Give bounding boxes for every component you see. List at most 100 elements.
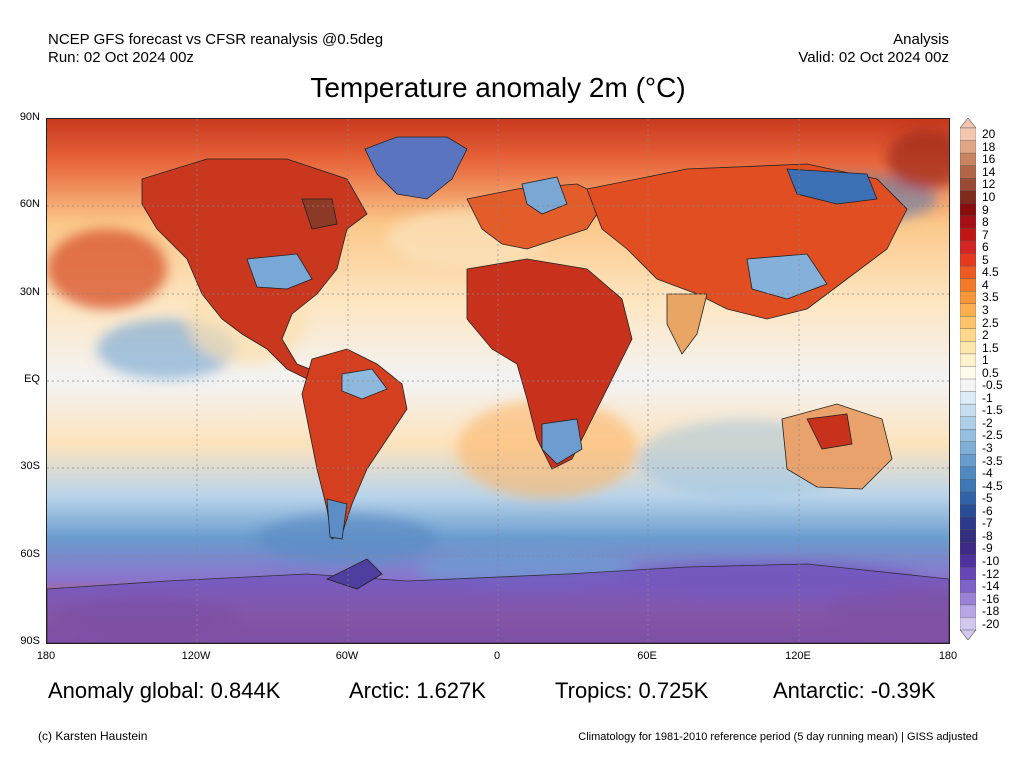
colorbar-swatch — [960, 290, 976, 305]
colorbar-tick-label: -9 — [982, 541, 993, 556]
colorbar-tick-label: 2 — [982, 328, 989, 343]
stat-arctic: Arctic: 1.627K — [349, 678, 486, 703]
colorbar-swatch — [960, 567, 976, 581]
colorbar-tick-label: 14 — [982, 164, 996, 179]
colorbar-swatch — [960, 278, 976, 292]
colorbar-swatch — [960, 366, 976, 380]
colorbar-swatch — [960, 240, 976, 255]
colorbar-tick-label: -2 — [982, 415, 993, 430]
patagonia — [326, 498, 348, 540]
colorbar-swatch — [960, 554, 976, 568]
hudson-region — [301, 198, 338, 230]
colorbar-swatch — [960, 265, 976, 280]
colorbar-swatch — [960, 541, 976, 556]
analysis-label: Analysis — [893, 31, 949, 48]
stat-antarctic: Antarctic: -0.39K — [773, 678, 936, 703]
colorbar-tick-label: -20 — [982, 616, 1000, 631]
colorbar-tick-label: -16 — [982, 591, 1000, 606]
australia-warm — [806, 413, 853, 450]
map-title: Temperature anomaly 2m (°C) — [310, 72, 686, 103]
colorbar-tick-label: 1 — [982, 353, 989, 368]
lat-label-eq: EQ — [24, 373, 40, 385]
colorbar-swatch — [960, 466, 976, 481]
climatology-note: Climatology for 1981-2010 reference peri… — [578, 731, 978, 743]
colorbar-swatch — [960, 203, 976, 217]
colorbar-tick-label: -7 — [982, 516, 993, 531]
colorbar-tick-label: -6 — [982, 503, 993, 518]
colorbar-tick-label: 0.5 — [982, 365, 999, 380]
land-masses — [47, 136, 949, 643]
lat-label-90n: 90N — [19, 111, 40, 123]
colorbar-tick-label: 10 — [982, 190, 996, 205]
lat-label-30s: 30S — [20, 460, 40, 472]
asia — [586, 163, 908, 320]
colorbar-tick-label: -1 — [982, 390, 993, 405]
colorbar-swatch — [960, 165, 976, 179]
colorbar-tick-label: -1.5 — [982, 403, 1003, 418]
colorbar-bottom-arrow — [960, 629, 976, 640]
colorbar-tick-label: -4 — [982, 466, 993, 481]
colorbar-swatch — [960, 140, 976, 154]
colorbar-tick-label: 2.5 — [982, 315, 999, 330]
colorbar-swatch — [960, 341, 976, 355]
colorbar-swatch — [960, 617, 976, 631]
africa — [466, 258, 633, 470]
colorbar-tick-label: 3.5 — [982, 290, 999, 305]
north-america-interior — [246, 253, 313, 290]
lon-label-60e: 60E — [637, 650, 657, 662]
south-africa-cool — [541, 418, 583, 465]
siberia-cool — [786, 168, 878, 205]
china-cool — [746, 253, 828, 300]
colorbar-swatch — [960, 328, 976, 343]
colorbar-swatch — [960, 190, 976, 205]
colorbar-tick-label: -3 — [982, 441, 993, 456]
header-left: NCEP GFS forecast vs CFSR reanalysis @0.… — [48, 31, 383, 67]
colorbar-swatch — [960, 127, 976, 142]
lat-label-60n: 60N — [19, 198, 40, 210]
colorbar-swatch — [960, 391, 976, 405]
colorbar-tick-label: 4.5 — [982, 265, 999, 280]
colorbar-tick-label: 7 — [982, 227, 989, 242]
colorbar-tick-label: -12 — [982, 566, 1000, 581]
stat-tropics: Tropics: 0.725K — [555, 678, 709, 703]
colorbar-tick-label: 5 — [982, 252, 989, 267]
colorbar-swatch — [960, 516, 976, 531]
colorbar-swatch — [960, 403, 976, 418]
colorbar-swatch — [960, 152, 976, 167]
india — [666, 293, 708, 355]
colorbar-tick-label: 4 — [982, 277, 989, 292]
colorbar-swatch — [960, 504, 976, 518]
colorbar-swatch — [960, 441, 976, 456]
map-svg — [47, 119, 949, 643]
colorbar-tick-label: 12 — [982, 177, 996, 192]
colorbar-tick-label: 6 — [982, 240, 989, 255]
colorbar-swatch — [960, 416, 976, 430]
lat-label-90s: 90S — [20, 635, 40, 647]
colorbar-tick-label: 1.5 — [982, 340, 999, 355]
colorbar-tick-label: -18 — [982, 604, 1000, 619]
amazon-cool — [341, 368, 388, 400]
anomaly-map — [46, 118, 950, 644]
lon-label-0: 0 — [493, 650, 501, 662]
colorbar — [960, 118, 976, 640]
lon-label-120e: 120E — [785, 650, 811, 662]
colorbar-swatch — [960, 454, 976, 468]
colorbar-swatch — [960, 579, 976, 594]
colorbar-tick-label: 16 — [982, 152, 996, 167]
colorbar-swatch — [960, 353, 976, 368]
antarctic-peninsula — [325, 558, 383, 590]
colorbar-swatch — [960, 604, 976, 619]
colorbar-swatch — [960, 178, 976, 192]
colorbar-tick-label: -14 — [982, 579, 1000, 594]
colorbar-tick-label: -3.5 — [982, 453, 1003, 468]
colorbar-swatch — [960, 491, 976, 506]
colorbar-tick-label: 8 — [982, 215, 989, 230]
colorbar-tick-label: 9 — [982, 202, 989, 217]
colorbar-swatch — [960, 479, 976, 493]
colorbar-tick-label: 18 — [982, 139, 996, 154]
colorbar-tick-label: 3 — [982, 302, 989, 317]
colorbar-swatch — [960, 253, 976, 267]
greenland — [364, 136, 468, 200]
colorbar-tick-label: -8 — [982, 528, 993, 543]
lat-label-60s: 60S — [20, 548, 40, 560]
